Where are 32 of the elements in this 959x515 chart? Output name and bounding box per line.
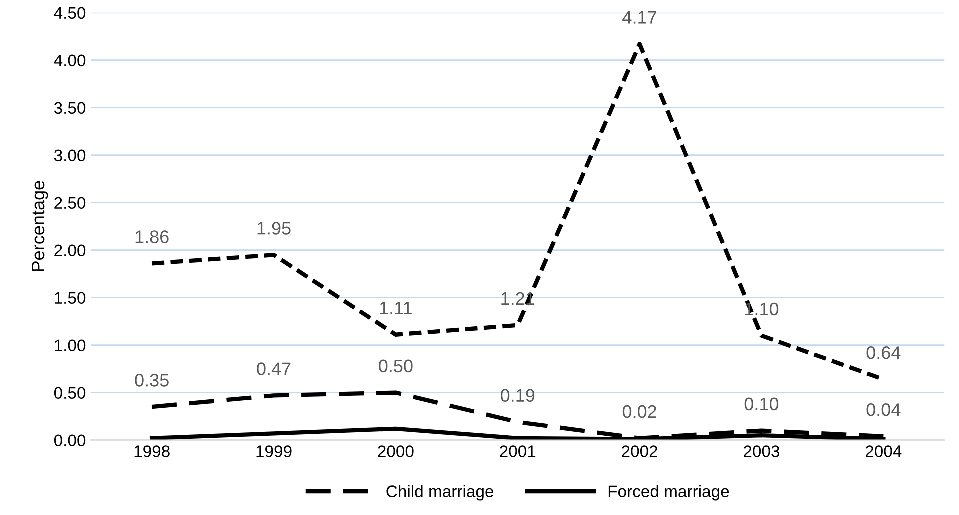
data-label: 1.86 [136, 230, 169, 244]
x-tick-label: 2000 [378, 446, 414, 458]
data-label: 0.19 [500, 389, 535, 402]
y-tick-label: 3.50 [54, 102, 86, 114]
y-axis-title: Percentage [32, 181, 48, 272]
x-tick-label: 2002 [622, 446, 658, 458]
y-tick-label: 0.00 [54, 434, 86, 447]
y-tick-label: 4.50 [54, 7, 86, 20]
data-label: 0.10 [744, 398, 779, 411]
y-tick-label: 0.50 [54, 387, 86, 400]
x-tick-label: 2001 [500, 446, 536, 458]
data-label: 1.95 [258, 222, 291, 235]
data-label: 0.02 [622, 405, 656, 418]
y-tick-label: 2.50 [54, 197, 86, 210]
data-label: 4.17 [622, 11, 656, 24]
data-label: 1.11 [380, 302, 412, 314]
data-label: 0.64 [866, 346, 901, 360]
data-label: 0.04 [866, 404, 901, 416]
data-label: 0.50 [379, 360, 413, 373]
x-tick-label: 1998 [134, 446, 170, 458]
data-label: 0.47 [257, 362, 291, 376]
x-tick-label: 2004 [866, 446, 902, 458]
data-label: 0.35 [135, 374, 169, 387]
legend-label: Forced marriage [608, 485, 730, 501]
y-tick-label: 3.00 [54, 150, 86, 162]
y-tick-label: 2.00 [54, 244, 86, 257]
x-tick-label: 1999 [256, 446, 292, 458]
x-tick-label: 2003 [744, 446, 780, 458]
legend-label: Child marriage [386, 485, 494, 501]
y-tick-label: 1.50 [55, 292, 86, 304]
y-tick-label: 1.00 [55, 340, 86, 352]
y-tick-label: 4.00 [54, 54, 86, 67]
